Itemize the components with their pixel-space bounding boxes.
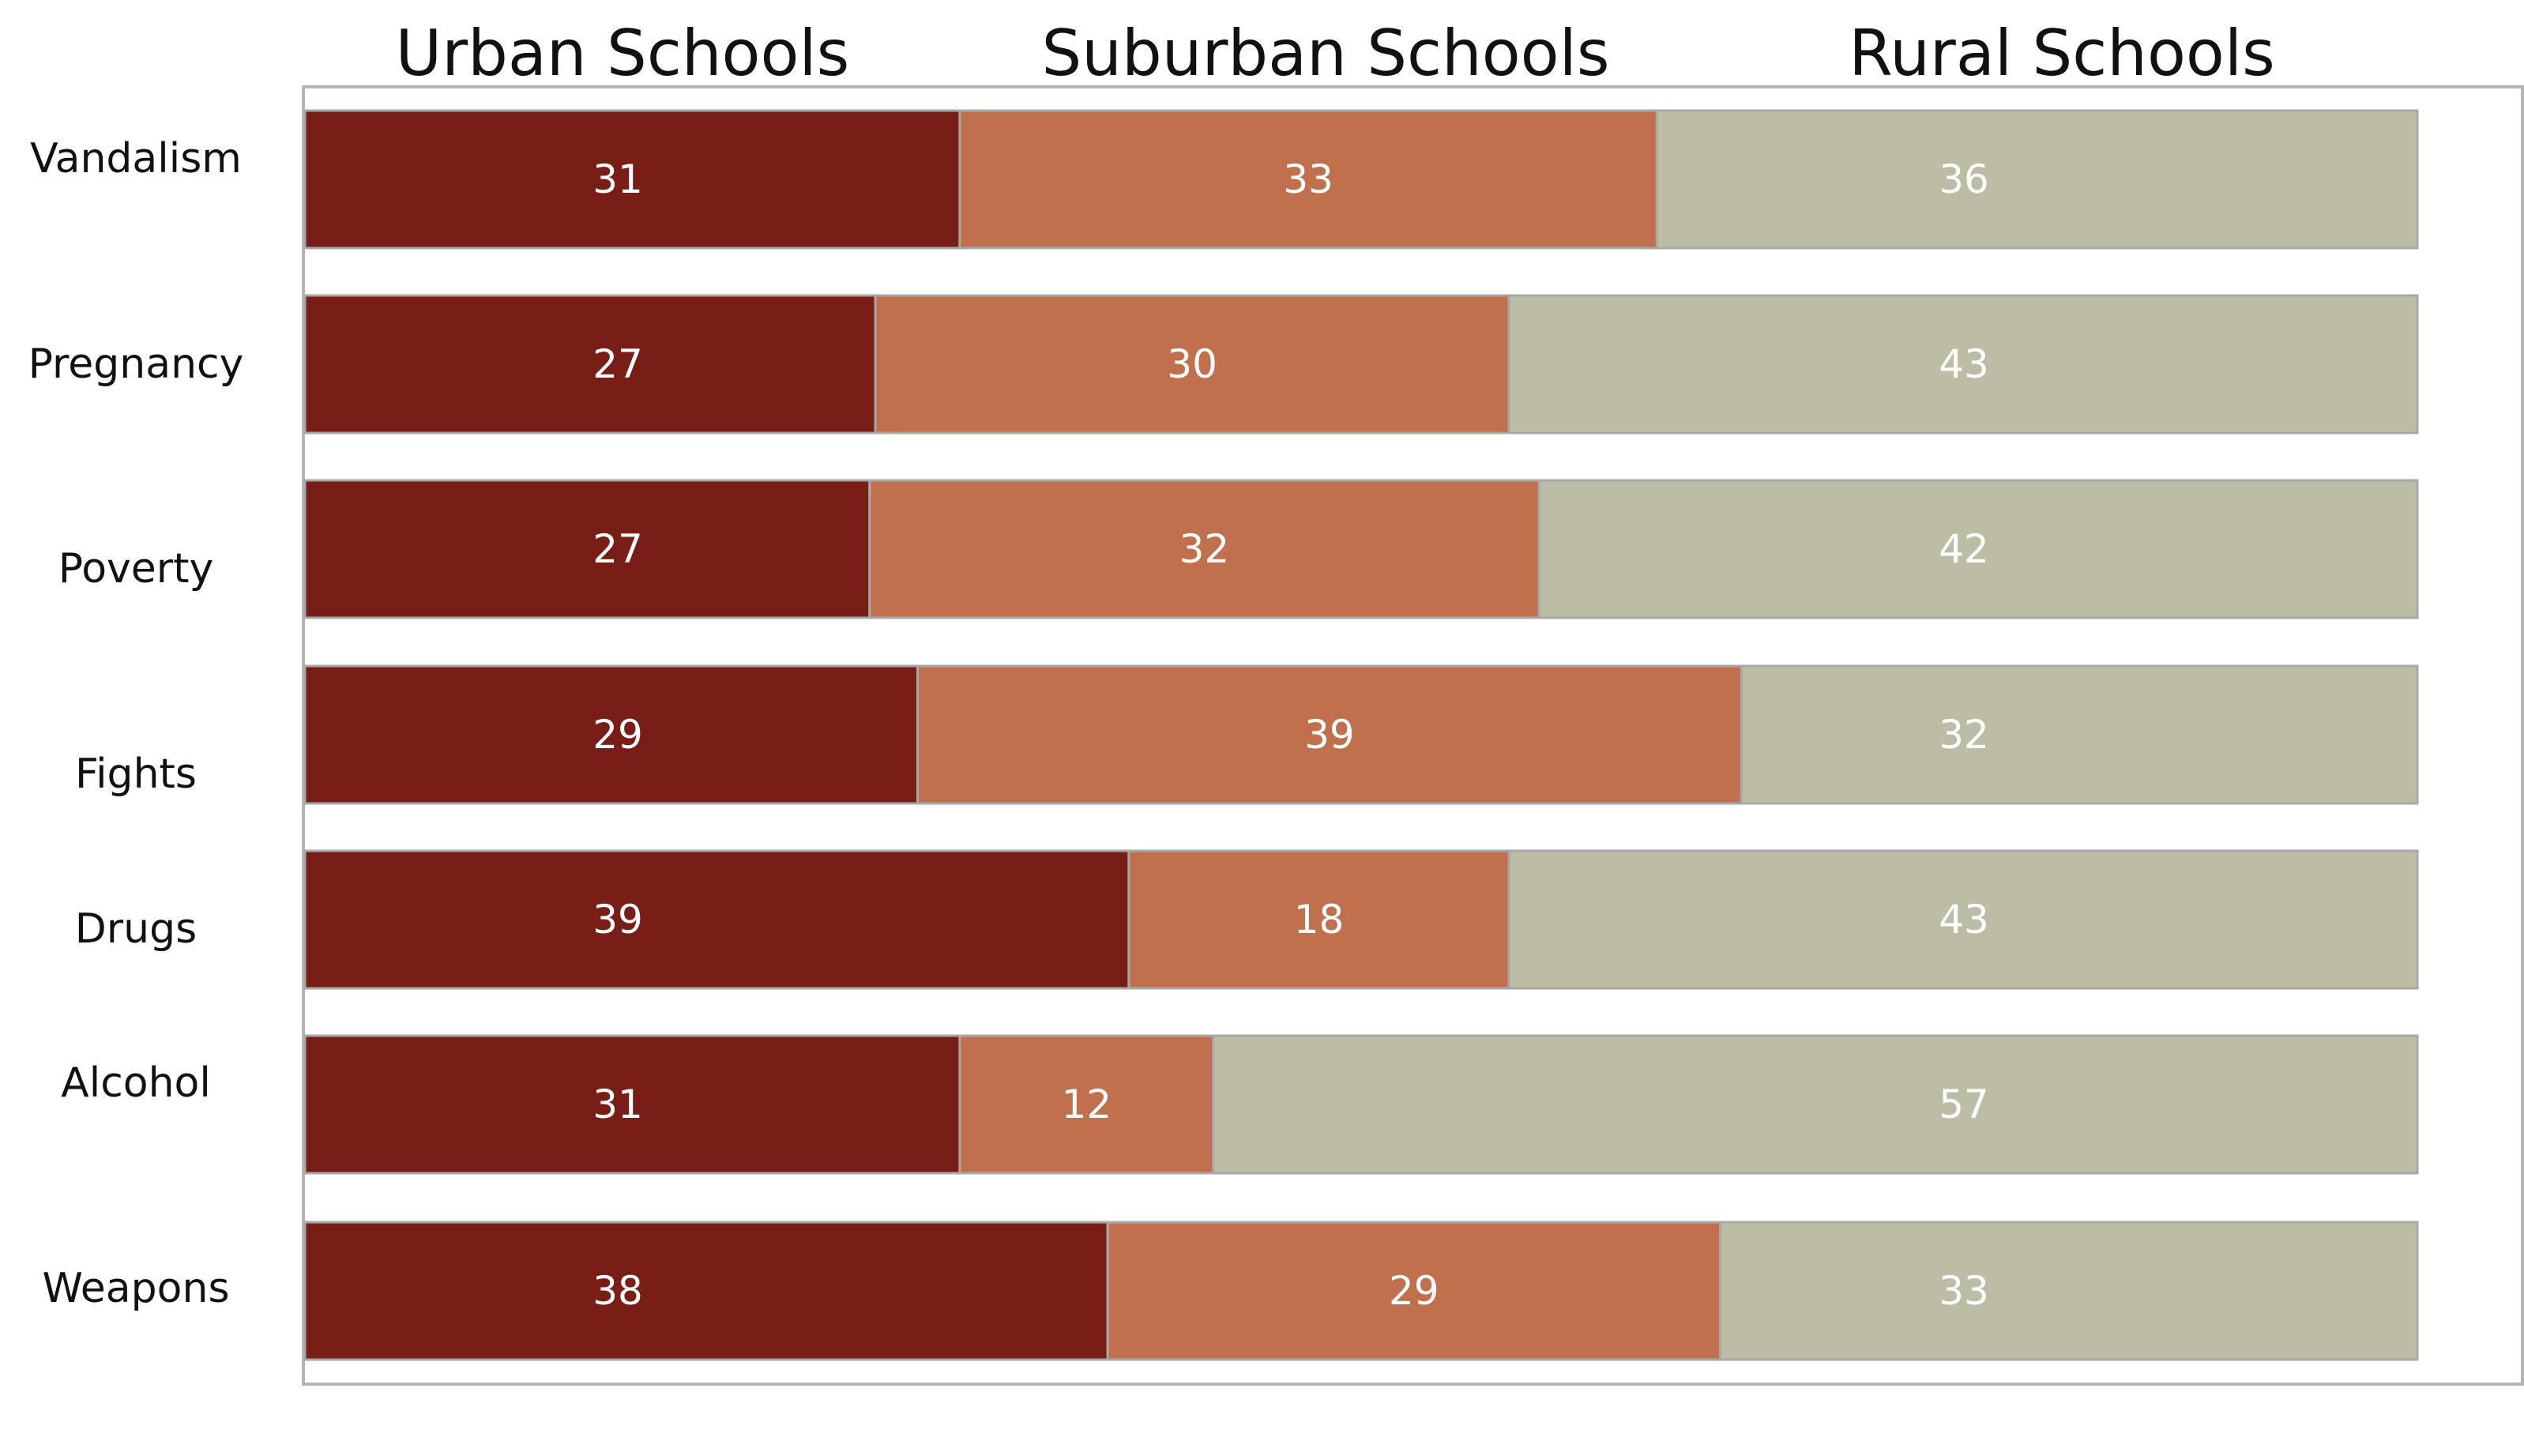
data-label-urban-vandalism: 31 xyxy=(592,156,643,202)
series-headers: Urban Schools Suburban Schools Rural Sch… xyxy=(396,17,2275,90)
bar-urban-pregnancy xyxy=(303,294,877,435)
data-label-urban-pregnancy: 27 xyxy=(592,341,643,387)
bar-urban-drugs xyxy=(303,849,1130,990)
data-label-rural-drugs: 43 xyxy=(1939,897,1989,942)
series-header-urban: Urban Schools xyxy=(396,17,850,90)
data-label-urban-poverty: 27 xyxy=(592,526,643,572)
category-label-pregnancy: Pregnancy xyxy=(28,340,244,388)
bar-urban-poverty xyxy=(303,479,871,619)
data-label-urban-weapons: 38 xyxy=(592,1268,643,1314)
data-labels: 31 33 36 27 30 43 27 32 42 29 39 32 39 18 43 31 12 57 38 29… xyxy=(592,156,1989,1314)
category-label-poverty: Poverty xyxy=(58,545,214,593)
data-label-rural-poverty: 42 xyxy=(1939,526,1989,572)
bar-suburban-vandalism xyxy=(958,109,1658,250)
category-label-drugs: Drugs xyxy=(75,905,197,953)
series-header-suburban: Suburban Schools xyxy=(1041,17,1609,90)
bar-rural-fights xyxy=(1740,664,2419,805)
bar-rural-alcohol xyxy=(1212,1034,2419,1175)
data-label-suburban-alcohol: 12 xyxy=(1062,1082,1112,1127)
bar-rural-drugs xyxy=(1507,849,2419,990)
data-label-suburban-fights: 39 xyxy=(1304,712,1355,758)
data-label-suburban-drugs: 18 xyxy=(1294,897,1345,942)
data-label-rural-fights: 32 xyxy=(1939,712,1989,758)
bars xyxy=(303,109,2419,1361)
data-label-suburban-vandalism: 33 xyxy=(1283,156,1333,202)
bar-rural-poverty xyxy=(1537,479,2419,619)
bar-suburban-weapons xyxy=(1106,1221,1722,1361)
data-label-urban-fights: 29 xyxy=(592,712,643,758)
category-label-fights: Fights xyxy=(75,751,197,798)
bar-urban-vandalism xyxy=(303,109,961,250)
data-label-rural-vandalism: 36 xyxy=(1939,156,1989,202)
bar-suburban-drugs xyxy=(1127,849,1510,990)
data-label-suburban-pregnancy: 30 xyxy=(1167,341,1217,387)
bar-rural-weapons xyxy=(1719,1221,2419,1361)
bar-urban-weapons xyxy=(303,1221,1109,1361)
plot-frame xyxy=(302,85,2524,1386)
data-label-rural-alcohol: 57 xyxy=(1939,1082,1989,1127)
category-label-vandalism: Vandalism xyxy=(30,135,242,182)
bar-suburban-fights xyxy=(916,664,1743,805)
bar-rural-pregnancy xyxy=(1507,294,2419,435)
data-label-suburban-poverty: 32 xyxy=(1179,526,1230,572)
bar-suburban-pregnancy xyxy=(874,294,1510,435)
bar-urban-alcohol xyxy=(303,1034,961,1175)
category-labels: Vandalism Pregnancy Poverty Fights Drugs Alco… xyxy=(28,135,244,1312)
data-label-rural-pregnancy: 43 xyxy=(1939,341,1989,387)
data-label-rural-weapons: 33 xyxy=(1939,1268,1989,1314)
data-label-suburban-weapons: 29 xyxy=(1389,1268,1439,1314)
data-label-urban-alcohol: 31 xyxy=(592,1082,643,1127)
bar-urban-fights xyxy=(303,664,919,805)
category-label-alcohol: Alcohol xyxy=(61,1059,211,1107)
series-header-rural: Rural Schools xyxy=(1849,17,2275,90)
bar-rural-vandalism xyxy=(1655,109,2419,250)
bar-suburban-poverty xyxy=(868,479,1540,619)
data-label-urban-drugs: 39 xyxy=(592,897,643,942)
bar-suburban-alcohol xyxy=(958,1034,1215,1175)
category-label-weapons: Weapons xyxy=(42,1265,229,1312)
